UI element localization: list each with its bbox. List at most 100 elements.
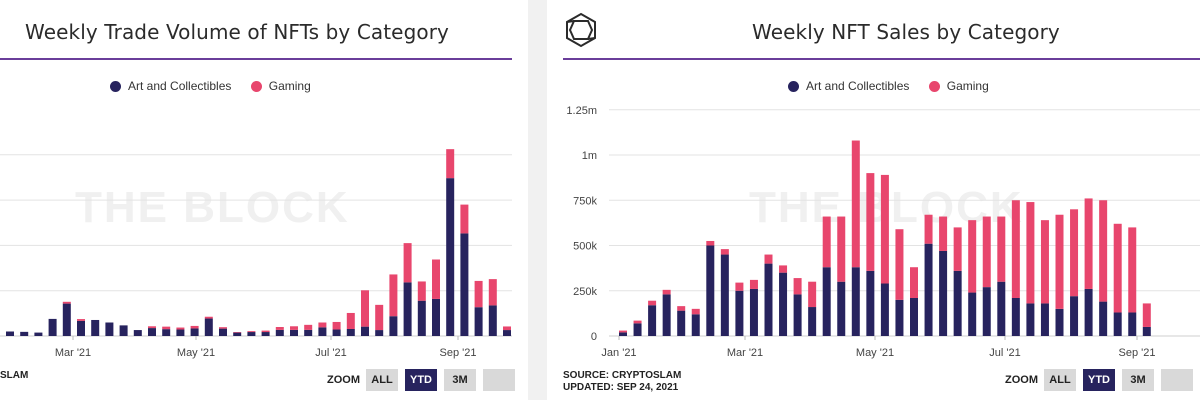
bar-art-and-collectibles	[910, 297, 918, 336]
bar-art-and-collectibles	[1113, 312, 1122, 336]
bar-gaming	[880, 174, 889, 284]
bar-art-and-collectibles	[318, 327, 327, 336]
x-tick-label: Mar '21	[55, 347, 91, 359]
legend-dot-art	[788, 80, 799, 92]
bar-gaming	[62, 301, 71, 304]
zoom-controls: ZOOM ALL YTD 3M	[327, 369, 522, 391]
bar-art-and-collectibles	[706, 245, 715, 336]
bar-art-and-collectibles	[176, 329, 185, 336]
legend-item-gaming[interactable]: Gaming	[928, 79, 989, 93]
bar-gaming	[648, 300, 657, 306]
source-note: SLAM	[0, 370, 28, 382]
bar-gaming	[1099, 200, 1108, 302]
bar-gaming	[764, 254, 773, 264]
bar-gaming	[233, 332, 242, 333]
bar-art-and-collectibles	[1084, 288, 1093, 336]
legend-item-art[interactable]: Art and Collectibles	[110, 79, 231, 93]
zoom-label: ZOOM	[1005, 374, 1038, 386]
bar-art-and-collectibles	[677, 310, 686, 336]
x-tick-label: Jul '21	[989, 347, 1020, 359]
zoom-all-button[interactable]: ALL	[1044, 369, 1076, 391]
bar-art-and-collectibles	[924, 243, 933, 336]
bar-art-and-collectibles	[62, 303, 71, 336]
bar-art-and-collectibles	[233, 332, 242, 336]
bar-art-and-collectibles	[261, 332, 270, 336]
legend-item-art[interactable]: Art and Collectibles	[788, 79, 909, 93]
bar-art-and-collectibles	[375, 330, 384, 336]
bar-gaming	[247, 331, 256, 333]
bar-art-and-collectibles	[1099, 301, 1108, 336]
the-block-logo-icon	[566, 12, 596, 48]
bar-gaming	[290, 326, 298, 330]
bar-art-and-collectibles	[446, 178, 455, 336]
legend-label-art: Art and Collectibles	[128, 79, 232, 93]
bar-art-and-collectibles	[633, 323, 642, 336]
title-underline	[563, 58, 1200, 60]
bar-art-and-collectibles	[1040, 303, 1049, 336]
bar-art-and-collectibles	[1128, 312, 1137, 336]
bar-gaming	[1142, 303, 1151, 327]
zoom-extra-button[interactable]	[1161, 369, 1193, 391]
bar-art-and-collectibles	[1142, 326, 1151, 336]
chart-title: Weekly Trade Volume of NFTs by Category	[25, 20, 449, 44]
bar-gaming	[1128, 227, 1137, 313]
y-tick-label: 1m	[582, 150, 597, 162]
bar-art-and-collectibles	[403, 282, 412, 336]
bar-gaming	[866, 173, 875, 271]
bar-gaming	[332, 321, 341, 330]
bar-gaming	[190, 325, 199, 329]
bar-gaming	[691, 308, 700, 315]
bar-art-and-collectibles	[148, 328, 156, 336]
zoom-label: ZOOM	[327, 374, 360, 386]
x-tick-label: Jul '21	[315, 347, 346, 359]
bar-art-and-collectibles	[91, 319, 100, 336]
bar-gaming	[968, 220, 977, 293]
x-tick-label: Sep '21	[1119, 347, 1156, 359]
zoom-3m-button[interactable]: 3M	[1122, 369, 1154, 391]
bar-art-and-collectibles	[190, 328, 199, 336]
legend-label-gaming: Gaming	[946, 79, 989, 93]
bar-art-and-collectibles	[119, 325, 128, 336]
bar-art-and-collectibles	[997, 281, 1006, 336]
source-line-1: SLAM	[0, 370, 29, 381]
bar-art-and-collectibles	[982, 287, 991, 336]
legend-label-gaming: Gaming	[268, 79, 311, 93]
x-tick-label: Mar '21	[727, 347, 763, 359]
legend-item-gaming[interactable]: Gaming	[250, 79, 311, 93]
bar-art-and-collectibles	[105, 322, 114, 336]
bar-art-and-collectibles	[20, 331, 29, 336]
bar-art-and-collectibles	[720, 254, 729, 336]
chart-legend: Art and Collectibles Gaming	[110, 79, 327, 95]
bar-gaming	[779, 265, 788, 273]
legend-dot-gaming	[250, 80, 262, 92]
zoom-all-button[interactable]: ALL	[366, 369, 398, 391]
bar-gaming	[749, 279, 758, 289]
x-tick-label: Sep '21	[440, 347, 477, 359]
bar-gaming	[1070, 209, 1079, 297]
bar-gaming	[1084, 198, 1093, 289]
bar-gaming	[375, 304, 384, 331]
bar-art-and-collectibles	[808, 307, 817, 336]
zoom-3m-button[interactable]: 3M	[444, 369, 476, 391]
bar-gaming	[910, 267, 918, 298]
legend-dot-art	[110, 80, 121, 92]
bar-art-and-collectibles	[346, 328, 355, 336]
bar-gaming	[148, 326, 156, 329]
bar-art-and-collectibles	[764, 263, 773, 336]
bar-gaming	[275, 327, 284, 330]
zoom-ytd-button[interactable]: YTD	[1083, 369, 1115, 391]
bar-art-and-collectibles	[77, 320, 85, 336]
bar-art-and-collectibles	[432, 298, 440, 336]
bar-art-and-collectibles	[662, 294, 671, 336]
bar-art-and-collectibles	[304, 329, 313, 336]
bar-gaming	[346, 312, 355, 329]
bar-art-and-collectibles	[417, 300, 426, 336]
bar-art-and-collectibles	[6, 331, 14, 336]
zoom-extra-button[interactable]	[483, 369, 515, 391]
bar-gaming	[77, 319, 85, 321]
zoom-ytd-button[interactable]: YTD	[405, 369, 437, 391]
bar-art-and-collectibles	[735, 290, 744, 336]
bar-art-and-collectibles	[822, 267, 831, 336]
bar-gaming	[895, 229, 904, 300]
